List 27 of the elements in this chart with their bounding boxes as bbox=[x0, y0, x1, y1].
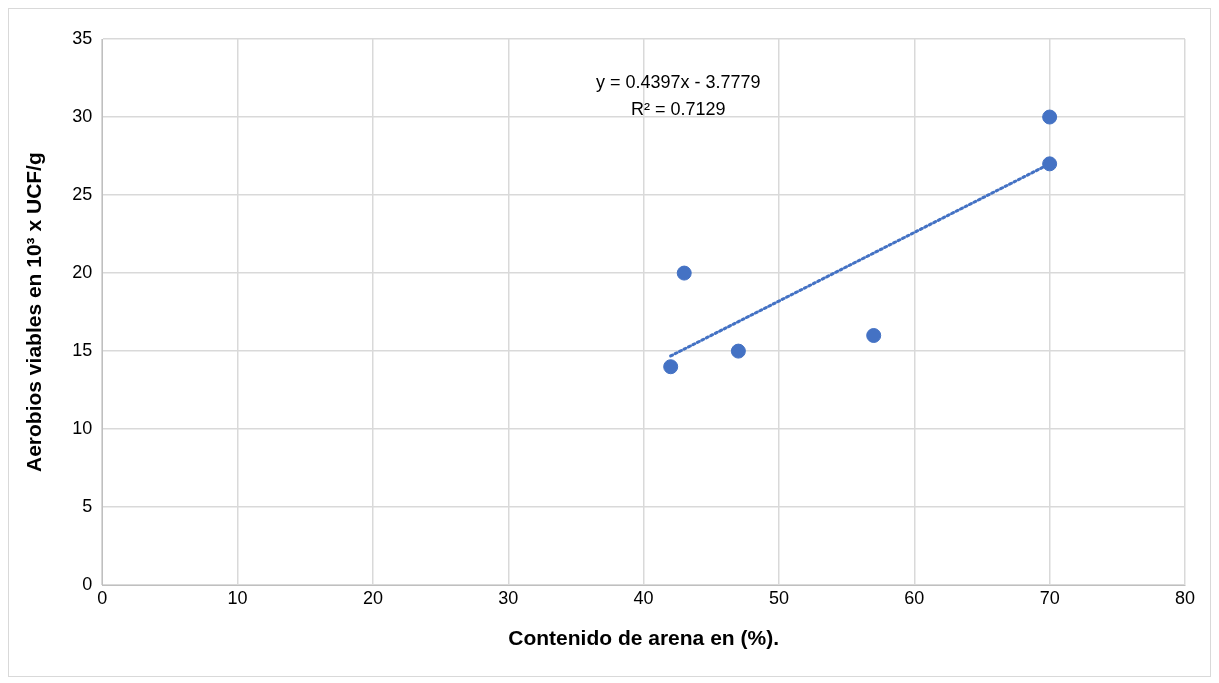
point bbox=[676, 265, 692, 281]
x-tick-label: 0 bbox=[97, 587, 108, 608]
point bbox=[866, 328, 882, 344]
x-tick-label: 10 bbox=[227, 587, 248, 608]
x-tick-label: 30 bbox=[498, 587, 519, 608]
y-tick-label: 35 bbox=[72, 27, 93, 48]
point bbox=[730, 343, 746, 359]
point bbox=[1042, 109, 1058, 125]
x-tick-label: 80 bbox=[1174, 587, 1196, 608]
x-tick-label: 70 bbox=[1039, 587, 1060, 608]
y-tick-label: 15 bbox=[72, 340, 93, 361]
annotation: R² = 0.7129 bbox=[630, 98, 726, 119]
point bbox=[1042, 156, 1058, 172]
annotation: y = 0.4397x - 3.7779 bbox=[595, 71, 761, 92]
x-tick-label: 40 bbox=[633, 587, 654, 608]
y-tick-label: 30 bbox=[72, 106, 93, 126]
y-tick-label: 5 bbox=[82, 496, 93, 517]
y-axis-title: Aerobios viables en 10³ x UCF/g bbox=[22, 152, 46, 472]
y-tick-label: 25 bbox=[72, 184, 93, 205]
x-axis-title: Contenido de arena en (%). bbox=[508, 626, 779, 650]
x-tick-label: 50 bbox=[768, 587, 789, 608]
x-tick-label: 60 bbox=[904, 587, 925, 608]
x-tick-label: 20 bbox=[362, 587, 383, 608]
point bbox=[663, 359, 679, 375]
y-tick-label: 20 bbox=[72, 262, 93, 283]
y-tick-label: 10 bbox=[72, 418, 93, 439]
y-tick-label: 0 bbox=[82, 574, 93, 595]
